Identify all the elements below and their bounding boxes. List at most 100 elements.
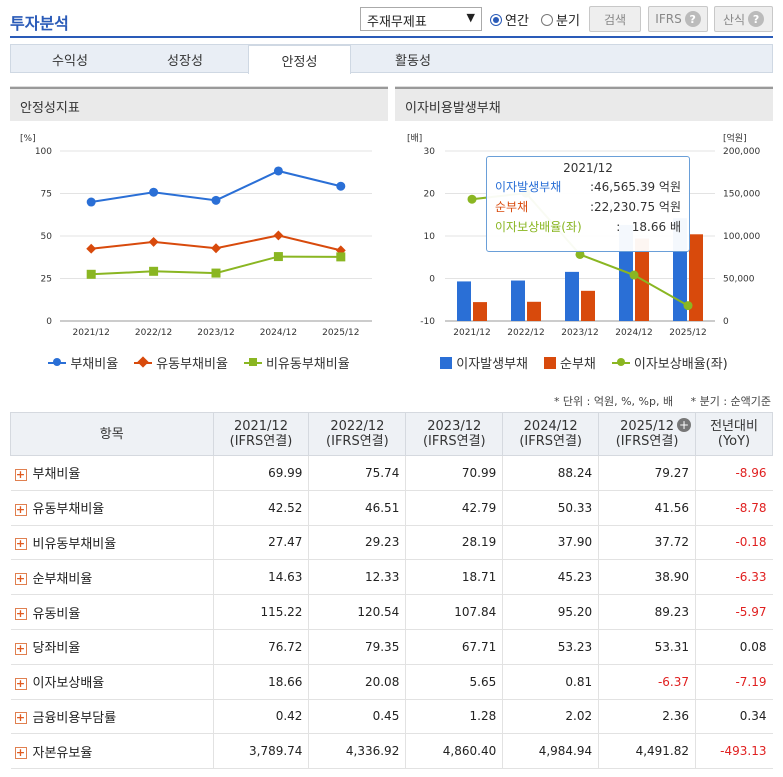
tab-activity[interactable]: 활동성: [395, 53, 431, 69]
value-cell: -6.37: [598, 664, 697, 700]
value-cell: 79.35: [308, 629, 407, 665]
value-cell: 69.99: [213, 455, 310, 491]
stability-table: 항목 2021/12 (IFRS연결) 2022/12 (IFRS연결) 202…: [10, 412, 773, 770]
tab-growth[interactable]: 성장성: [167, 53, 203, 69]
legend-label: 이자보상배율(좌): [633, 357, 728, 372]
y-tick-label: 50: [41, 232, 53, 242]
x-tick-label: 2025/12: [322, 328, 359, 338]
value-cell: 38.90: [598, 559, 697, 596]
legend-item-debt-ratio[interactable]: 부채비율: [48, 353, 118, 372]
ifrs-help-button[interactable]: IFRS ?: [648, 6, 708, 32]
data-point: [148, 236, 159, 247]
legend-item-current-liability-ratio[interactable]: 유동부채비율: [134, 353, 228, 372]
tab-stability[interactable]: 안정성: [248, 45, 351, 74]
value-cell: 5.65: [405, 664, 504, 700]
data-point: [86, 243, 97, 254]
expand-plus-icon[interactable]: +: [14, 537, 27, 551]
expand-plus-icon[interactable]: +: [14, 607, 27, 621]
formula-button-label: 산식: [722, 12, 746, 27]
right-tick-label: 100,000: [723, 232, 760, 242]
page-title: 투자분석: [10, 14, 69, 33]
row-label: 유동부채비율: [32, 502, 105, 518]
row-label-cell[interactable]: + 자본유보율: [10, 733, 214, 770]
left-tick-label: 0: [429, 275, 435, 285]
legend-item-noncurrent-liability-ratio[interactable]: 비유동부채비율: [243, 353, 350, 372]
yoy-cell: -0.18: [695, 525, 773, 561]
row-label: 비유동부채비율: [32, 536, 117, 552]
radio-annual[interactable]: 연간: [490, 10, 529, 29]
search-button[interactable]: 검색: [589, 6, 641, 32]
search-button-label: 검색: [603, 12, 627, 27]
row-label-cell[interactable]: + 당좌비율: [10, 629, 214, 665]
x-tick-label: 2025/12: [669, 328, 706, 338]
legend-item-interest-bearing-debt[interactable]: 이자발생부채: [440, 353, 528, 372]
interest-debt-chart-legend: 이자발생부채 순부채 이자보상배율(좌): [395, 353, 773, 372]
radio-quarter[interactable]: 분기: [541, 10, 580, 29]
value-cell: 76.72: [213, 629, 310, 665]
bar: [689, 234, 703, 321]
left-tick-label: 30: [424, 147, 436, 157]
formula-help-button[interactable]: 산식 ?: [714, 6, 773, 32]
expand-plus-icon[interactable]: +: [14, 572, 27, 586]
expand-plus-icon[interactable]: +: [14, 502, 27, 516]
bar: [457, 281, 471, 321]
value-cell: 42.52: [213, 490, 310, 526]
expand-plus-icon[interactable]: +: [14, 711, 27, 725]
data-point: [86, 269, 96, 279]
data-point: [273, 166, 283, 176]
row-label-cell[interactable]: + 유동비율: [10, 594, 214, 630]
value-cell: 88.24: [502, 455, 600, 491]
legend-item-net-debt[interactable]: 순부채: [544, 353, 596, 372]
x-tick-label: 2022/12: [507, 328, 544, 338]
tooltip-label: 이자보상배율(좌): [495, 220, 582, 234]
yoy-cell: -8.96: [695, 455, 773, 491]
tab-profitability[interactable]: 수익성: [52, 53, 88, 69]
value-cell: 29.23: [308, 525, 407, 561]
legend-item-interest-coverage[interactable]: 이자보상배율(좌): [611, 353, 728, 372]
y-axis-unit: [%]: [20, 134, 36, 144]
data-point: [336, 181, 346, 191]
stability-chart-legend: 부채비율 유동부채비율 비유동부채비율: [10, 353, 388, 372]
x-tick-label: 2022/12: [135, 328, 172, 338]
radio-quarter-label: 분기: [556, 14, 580, 29]
col-header-2025-label: 2025/12 (IFRS연결): [615, 419, 679, 449]
expand-plus-icon[interactable]: +: [14, 746, 27, 760]
bar: [473, 302, 487, 321]
table-body: + 부채비율 69.99 75.74 70.99 88.24 79.27 -8.96 + 유동부채…: [10, 455, 773, 770]
col-header-2024: 2024/12 (IFRS연결): [502, 412, 600, 456]
value-cell: 3,789.74: [213, 733, 310, 770]
row-label-cell[interactable]: + 금융비용부담률: [10, 699, 214, 735]
table-row: + 당좌비율 76.72 79.35 67.71 53.23 53.31 0.08: [10, 629, 773, 665]
value-cell: 45.23: [502, 559, 600, 596]
row-label-cell[interactable]: + 순부채비율: [10, 559, 214, 596]
row-label-cell[interactable]: + 이자보상배율: [10, 664, 214, 700]
report-type-select[interactable]: 주재무제표 ▼: [360, 7, 482, 31]
legend-label: 이자발생부채: [456, 357, 528, 372]
value-cell: 18.71: [405, 559, 504, 596]
expand-plus-icon[interactable]: +: [14, 676, 27, 690]
yoy-cell: 0.08: [695, 629, 773, 665]
data-point: [683, 301, 693, 311]
row-label-cell[interactable]: + 유동부채비율: [10, 490, 214, 526]
row-label: 순부채비율: [32, 571, 93, 587]
left-tick-label: -10: [420, 317, 435, 327]
table-row: + 금융비용부담률 0.42 0.45 1.28 2.02 2.36 0.34: [10, 699, 773, 735]
table-row: + 부채비율 69.99 75.74 70.99 88.24 79.27 -8.96: [10, 455, 773, 491]
row-label: 금융비용부담률: [32, 710, 117, 726]
right-tick-label: 0: [723, 317, 729, 327]
expand-plus-icon[interactable]: +: [14, 641, 27, 655]
y-tick-label: 0: [46, 317, 52, 327]
y-tick-label: 75: [41, 190, 52, 200]
value-cell: 2.36: [598, 699, 697, 735]
value-cell: 50.33: [502, 490, 600, 526]
data-point: [211, 243, 221, 254]
row-label: 유동비율: [32, 606, 81, 622]
value-cell: 37.90: [502, 525, 600, 561]
bar: [565, 271, 579, 321]
row-label-cell[interactable]: + 비유동부채비율: [10, 525, 214, 561]
tab-bar: [10, 44, 773, 73]
expand-plus-icon[interactable]: +: [14, 467, 27, 481]
row-label-cell[interactable]: + 부채비율: [10, 455, 214, 491]
right-axis-unit: [억원]: [723, 132, 747, 144]
expand-plus-icon[interactable]: +: [677, 418, 692, 432]
